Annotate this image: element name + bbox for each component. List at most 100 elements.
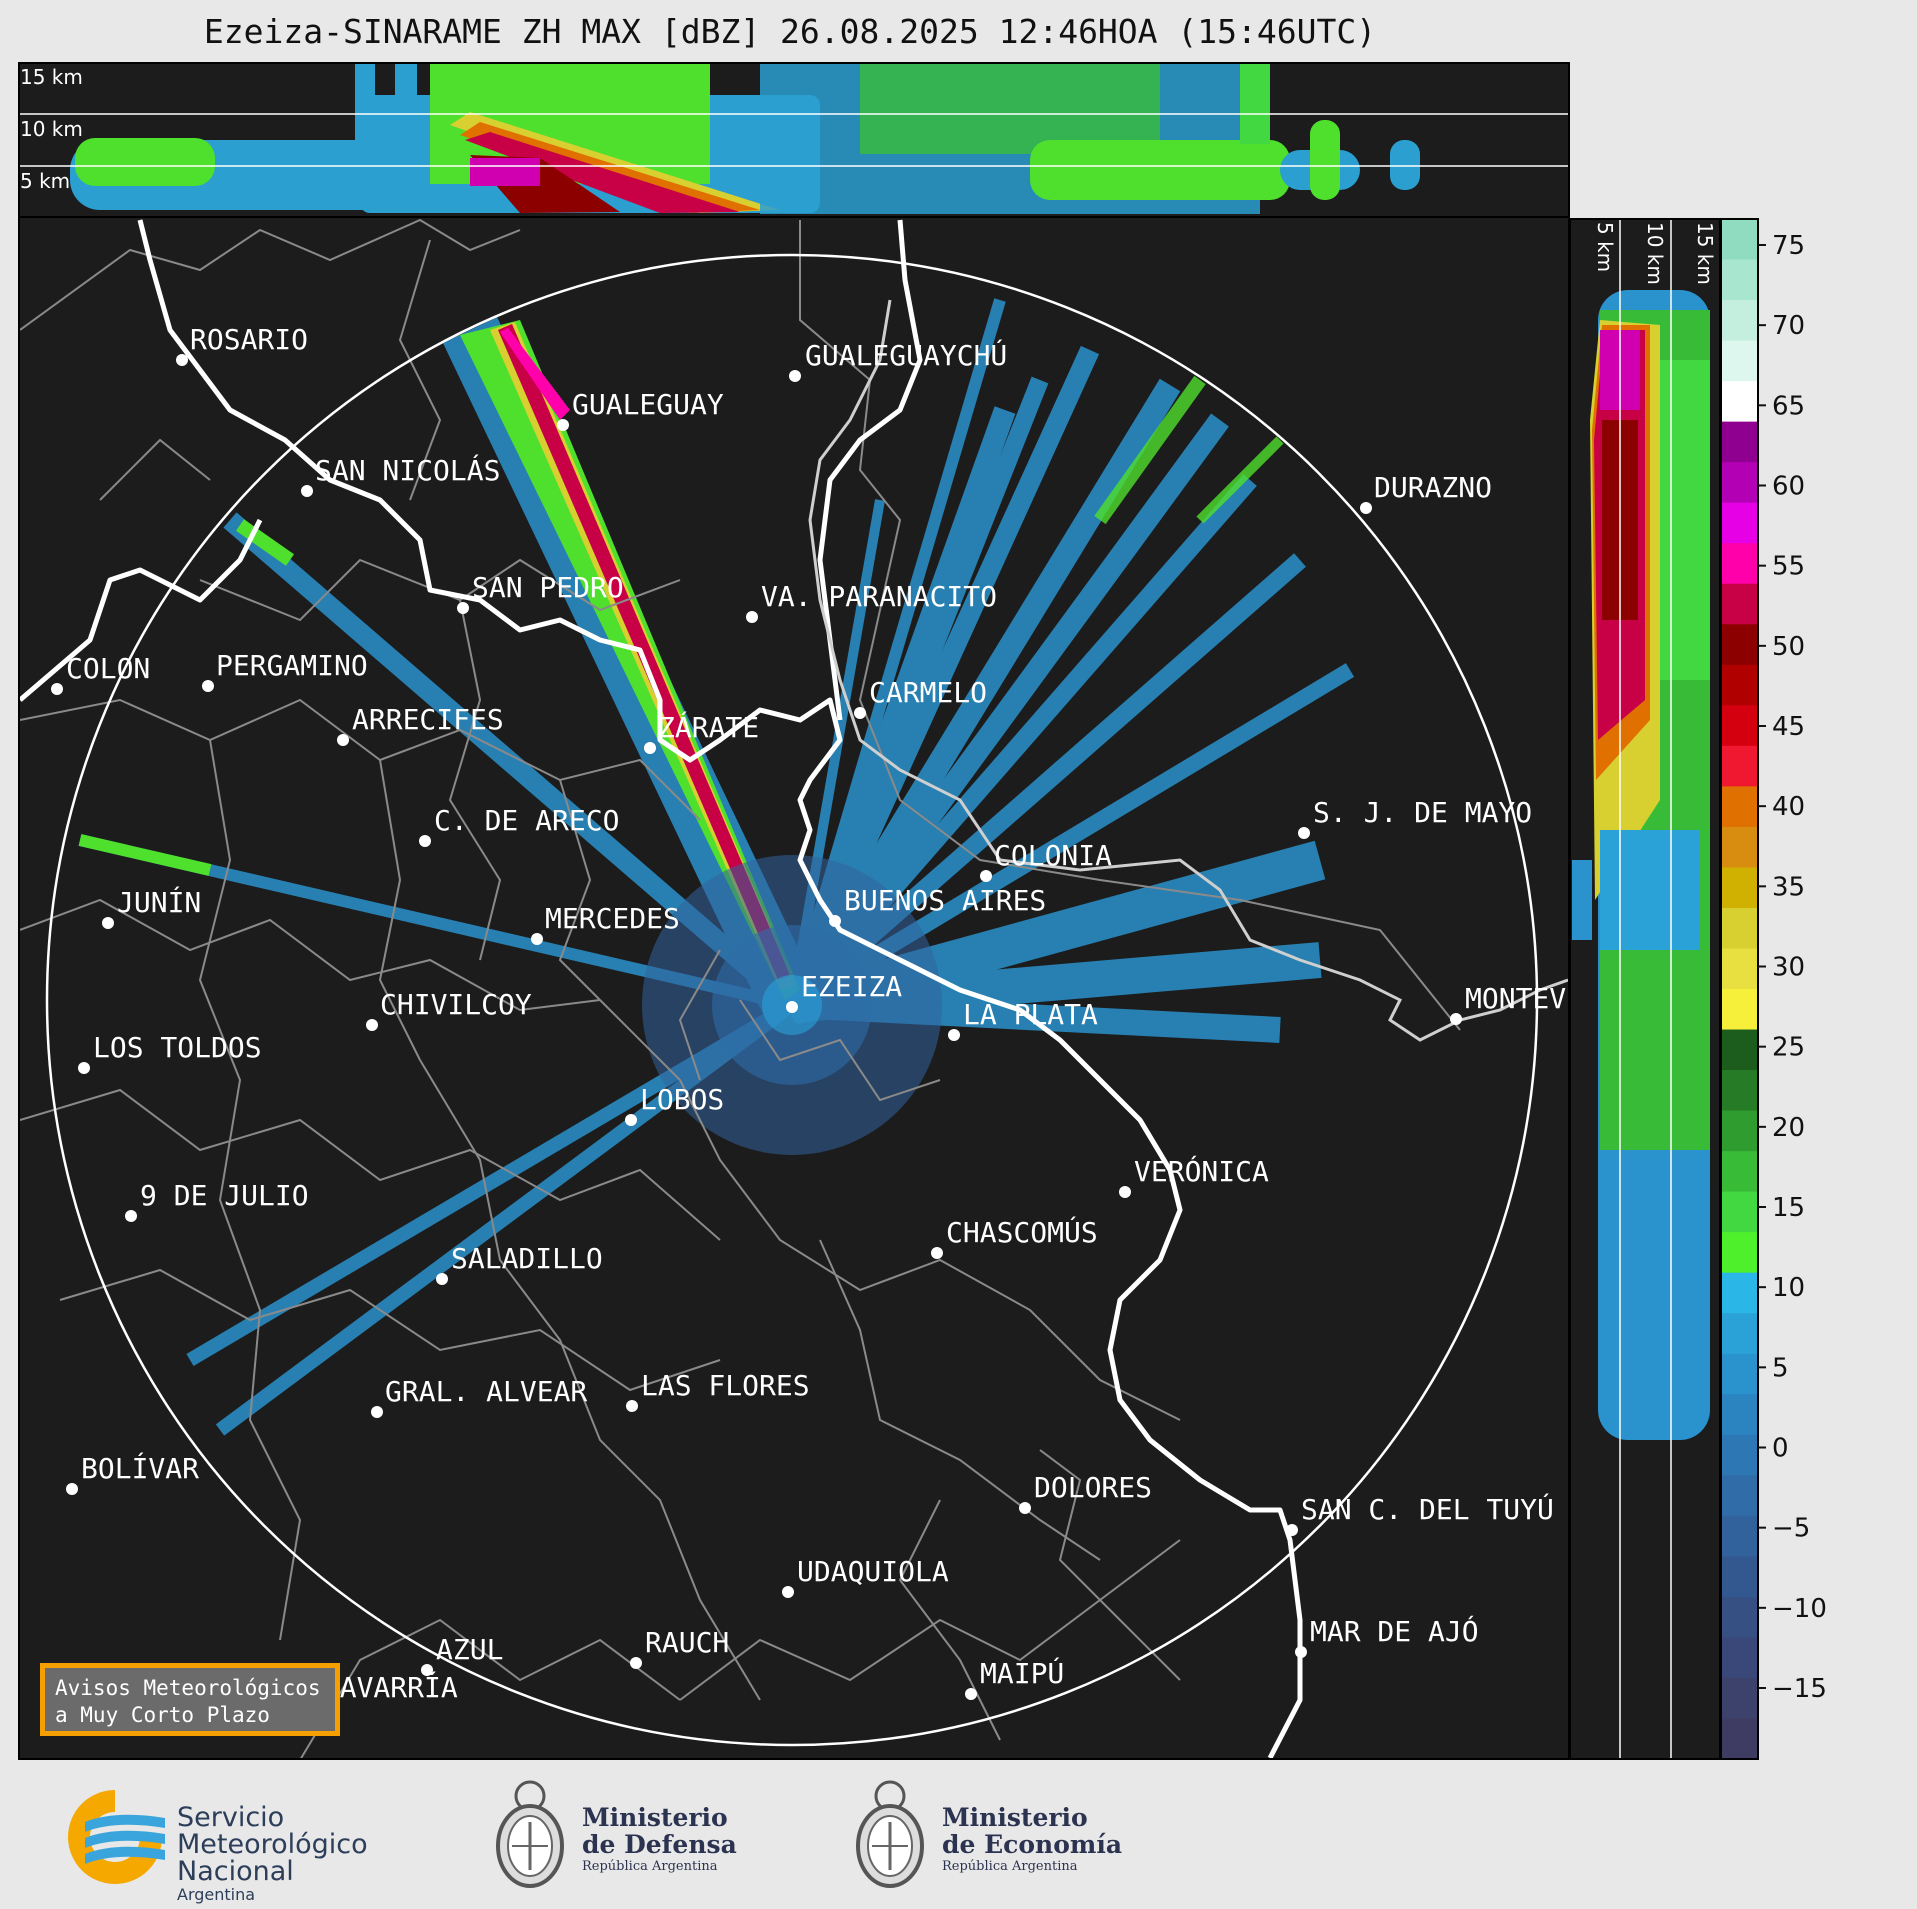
place-gral-alvear[interactable]: GRAL. ALVEAR bbox=[371, 1375, 587, 1418]
place-chivilcoy[interactable]: CHIVILCOY bbox=[366, 988, 532, 1031]
place-arrecifes[interactable]: ARRECIFES bbox=[337, 703, 504, 746]
place-chascomus[interactable]: CHASCOMÚS bbox=[931, 1215, 1098, 1259]
smn-logo[interactable]: Servicio Meteorológico Nacional Argentin… bbox=[55, 1782, 395, 1904]
colorbar-swatch bbox=[1721, 1677, 1758, 1720]
place-gualeguay[interactable]: GUALEGUAY bbox=[557, 388, 724, 431]
place-zarate[interactable]: ZÁRATE bbox=[644, 710, 759, 754]
place-rosario[interactable]: ROSARIO bbox=[176, 323, 308, 366]
colorbar-tick-label: −5 bbox=[1772, 1514, 1810, 1544]
place-carmelo[interactable]: CARMELO bbox=[854, 676, 987, 719]
colorbar-swatch bbox=[1721, 1191, 1758, 1233]
smn-emblem-icon bbox=[68, 1790, 165, 1884]
economia-logo[interactable]: Ministerio de Economía República Argenti… bbox=[850, 1774, 1130, 1899]
colorbar-swatch bbox=[1721, 1151, 1758, 1193]
colorbar-swatch bbox=[1721, 219, 1758, 261]
side-height-label: 10 km bbox=[1643, 222, 1667, 285]
colorbar-swatch bbox=[1721, 462, 1758, 504]
chart-title: Ezeiza-SINARAME ZH MAX [dBZ] 26.08.2025 … bbox=[203, 12, 1377, 51]
colorbar-swatch bbox=[1721, 664, 1758, 706]
boundary-lines bbox=[20, 218, 1461, 1758]
colorbar-tick-label: −15 bbox=[1772, 1674, 1827, 1704]
place-label: CARMELO bbox=[869, 676, 987, 709]
place-maipu[interactable]: MAIPÚ bbox=[965, 1656, 1064, 1700]
place-lobos[interactable]: LOBOS bbox=[625, 1083, 724, 1126]
place-label: SAN NICOLÁS bbox=[315, 453, 500, 487]
place-label: RAUCH bbox=[645, 1626, 729, 1659]
colorbar-swatch bbox=[1721, 300, 1758, 342]
defensa-logo[interactable]: Ministerio de Defensa República Argentin… bbox=[490, 1774, 760, 1899]
place-san-c-del-tuyu[interactable]: SAN C. DEL TUYÚ bbox=[1286, 1492, 1554, 1536]
place-bolivar[interactable]: BOLÍVAR bbox=[66, 1451, 199, 1495]
place-pergamino[interactable]: PERGAMINO bbox=[202, 649, 368, 692]
colorbar-swatch bbox=[1721, 1353, 1758, 1395]
place-veronica[interactable]: VERÓNICA bbox=[1119, 1154, 1269, 1198]
place-ezeiza[interactable]: EZEIZA bbox=[786, 970, 902, 1013]
place-udaquiola[interactable]: UDAQUIOLA bbox=[782, 1555, 949, 1598]
colorbar-swatch bbox=[1721, 1475, 1758, 1517]
place-label: GUALEGUAYCHÚ bbox=[805, 338, 1007, 372]
place-mar-de-ajo[interactable]: MAR DE AJÓ bbox=[1295, 1614, 1479, 1658]
top-height-panel: 15 km 10 km 5 km bbox=[18, 62, 1570, 218]
radar-map[interactable]: ROSARIO GUALEGUAYCHÚ GUALEGUAY SAN NICOL… bbox=[18, 216, 1570, 1760]
place-label: UDAQUIOLA bbox=[797, 1555, 949, 1588]
economia-line3: República Argentina bbox=[942, 1859, 1078, 1874]
avisos-button[interactable]: Avisos Meteorológicos a Muy Corto Plazo bbox=[40, 1663, 340, 1736]
place-label: S. J. DE MAYO bbox=[1313, 796, 1532, 829]
place-las-flores[interactable]: LAS FLORES bbox=[626, 1369, 810, 1412]
place-azul[interactable]: AZUL bbox=[421, 1633, 503, 1676]
place-colonia[interactable]: COLONIA bbox=[980, 839, 1112, 882]
place-saladillo[interactable]: SALADILLO bbox=[436, 1242, 603, 1285]
place-rauch[interactable]: RAUCH bbox=[630, 1626, 729, 1669]
colorbar-tick-label: 0 bbox=[1772, 1434, 1789, 1464]
place-label: LA PLATA bbox=[963, 998, 1098, 1031]
colorbar-tick-label: 35 bbox=[1772, 872, 1805, 902]
place-label: BOLÍVAR bbox=[81, 1451, 199, 1485]
place-label: MAR DE AJÓ bbox=[1310, 1614, 1479, 1648]
colorbar-swatch bbox=[1721, 1637, 1758, 1679]
place-dolores[interactable]: DOLORES bbox=[1019, 1471, 1152, 1514]
place-colon[interactable]: COLON bbox=[51, 652, 150, 695]
place-label: GRAL. ALVEAR bbox=[385, 1375, 587, 1408]
side-height-panel: 5 km 10 km 15 km bbox=[1569, 218, 1721, 1760]
place-gualeguaychu[interactable]: GUALEGUAYCHÚ bbox=[789, 338, 1007, 382]
place-la-plata[interactable]: LA PLATA bbox=[948, 998, 1098, 1041]
colorbar-tick-label: 65 bbox=[1772, 391, 1805, 421]
colorbar-swatch bbox=[1721, 421, 1758, 463]
top-height-label: 5 km bbox=[20, 169, 70, 193]
defensa-line3: República Argentina bbox=[582, 1859, 718, 1874]
economia-line2: de Economía bbox=[942, 1830, 1123, 1859]
place-sj-de-mayo[interactable]: S. J. DE MAYO bbox=[1298, 796, 1532, 839]
place-label: C. DE ARECO bbox=[434, 804, 619, 837]
colorbar-swatch bbox=[1721, 1313, 1758, 1355]
place-9-de-julio[interactable]: 9 DE JULIO bbox=[125, 1179, 309, 1222]
place-label: LAS FLORES bbox=[641, 1369, 810, 1402]
place-san-pedro[interactable]: SAN PEDRO bbox=[457, 571, 624, 614]
coat-of-arms-icon bbox=[856, 1780, 924, 1888]
place-san-nicolas[interactable]: SAN NICOLÁS bbox=[301, 453, 500, 497]
colorbar-swatch bbox=[1721, 1272, 1758, 1314]
place-c-de-areco[interactable]: C. DE ARECO bbox=[419, 804, 619, 847]
place-label: MONTEV bbox=[1465, 982, 1566, 1015]
place-label: SAN PEDRO bbox=[472, 571, 624, 604]
colorbar-tick-label: 5 bbox=[1772, 1353, 1789, 1383]
place-los-toldos[interactable]: LOS TOLDOS bbox=[78, 1031, 262, 1074]
place-va-paranacito[interactable]: VA. PARANACITO bbox=[746, 580, 997, 623]
place-mercedes[interactable]: MERCEDES bbox=[531, 902, 680, 945]
place-label: ROSARIO bbox=[190, 323, 308, 356]
place-montevideo[interactable]: MONTEV bbox=[1450, 982, 1566, 1025]
place-label: SAN C. DEL TUYÚ bbox=[1301, 1492, 1554, 1526]
side-height-label: 15 km bbox=[1693, 222, 1717, 285]
colorbar-swatch bbox=[1721, 867, 1758, 909]
place-label: COLON bbox=[66, 652, 150, 685]
uruguay-coast bbox=[808, 299, 1568, 1042]
place-junin[interactable]: JUNÍN bbox=[102, 885, 201, 929]
colorbar-swatch bbox=[1721, 1070, 1758, 1112]
place-durazno[interactable]: DURAZNO bbox=[1360, 471, 1492, 514]
place-label: MAIPÚ bbox=[980, 1656, 1064, 1690]
colorbar-tick-label: 50 bbox=[1772, 632, 1805, 662]
colorbar-swatch bbox=[1721, 1394, 1758, 1436]
place-buenos-aires[interactable]: BUENOS AIRES bbox=[829, 884, 1046, 927]
colorbar-tick-label: 70 bbox=[1772, 311, 1805, 341]
